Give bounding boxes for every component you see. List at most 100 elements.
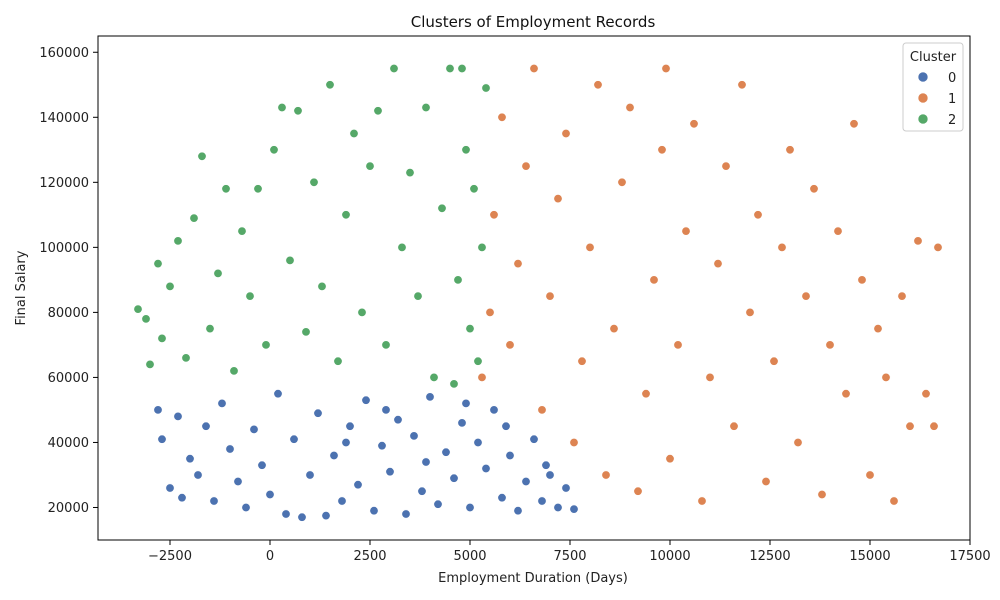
cluster-2-point bbox=[381, 340, 391, 350]
x-tick-label: 7500 bbox=[553, 549, 586, 564]
cluster-0-point bbox=[553, 502, 563, 512]
x-tick-label: 5000 bbox=[453, 549, 486, 564]
cluster-2-point bbox=[213, 268, 223, 278]
cluster-0-point bbox=[313, 408, 323, 418]
cluster-0-point bbox=[173, 411, 183, 421]
cluster-2-point bbox=[237, 226, 247, 236]
cluster-0-point bbox=[225, 444, 235, 454]
y-tick-label: 120000 bbox=[39, 176, 89, 191]
cluster-0-point bbox=[185, 454, 195, 464]
cluster-2-point bbox=[365, 161, 375, 171]
cluster-2-point bbox=[301, 327, 311, 337]
cluster-2-point bbox=[457, 64, 467, 74]
cluster-2-point bbox=[481, 83, 491, 93]
cluster-1-point bbox=[721, 161, 731, 171]
cluster-1-point bbox=[593, 80, 603, 90]
cluster-2-point bbox=[413, 291, 423, 301]
cluster-1-point bbox=[881, 372, 891, 382]
cluster-1-point bbox=[609, 324, 619, 334]
x-tick-label: 12500 bbox=[749, 549, 790, 564]
cluster-2-point bbox=[341, 210, 351, 220]
cluster-1-point bbox=[933, 242, 943, 252]
cluster-2-point bbox=[145, 359, 155, 369]
cluster-0-point bbox=[345, 421, 355, 431]
x-tick-label: 0 bbox=[266, 549, 274, 564]
cluster-0-point bbox=[457, 418, 467, 428]
cluster-1-point bbox=[753, 210, 763, 220]
cluster-0-point bbox=[465, 502, 475, 512]
cluster-0-point bbox=[521, 476, 531, 486]
cluster-1-point bbox=[705, 372, 715, 382]
cluster-1-point bbox=[825, 340, 835, 350]
cluster-0-point bbox=[489, 405, 499, 415]
cluster-1-point bbox=[561, 129, 571, 139]
cluster-1-point bbox=[737, 80, 747, 90]
cluster-1-point bbox=[849, 119, 859, 129]
cluster-0-point bbox=[321, 511, 331, 521]
cluster-2-point bbox=[453, 275, 463, 285]
cluster-1-point bbox=[529, 64, 539, 74]
cluster-0-point bbox=[501, 421, 511, 431]
y-axis: 20000 40000 60000 80000 100000 120000 140000 16… bbox=[39, 46, 98, 516]
cluster-2-point bbox=[181, 353, 191, 363]
cluster-1-point bbox=[485, 307, 495, 317]
cluster-1-point bbox=[649, 275, 659, 285]
cluster-0-point bbox=[209, 496, 219, 506]
cluster-0-point bbox=[381, 405, 391, 415]
cluster-1-point bbox=[497, 112, 507, 122]
cluster-2-point bbox=[309, 177, 319, 187]
cluster-0-point bbox=[289, 434, 299, 444]
cluster-0-point bbox=[217, 398, 227, 408]
cluster-0-point bbox=[481, 463, 491, 473]
cluster-2-point bbox=[245, 291, 255, 301]
cluster-1-point bbox=[665, 454, 675, 464]
cluster-1-point bbox=[769, 356, 779, 366]
y-tick-label: 100000 bbox=[39, 241, 89, 256]
cluster-2-point bbox=[189, 213, 199, 223]
cluster-0-point bbox=[449, 473, 459, 483]
cluster-0-point bbox=[513, 506, 523, 516]
cluster-2-point bbox=[197, 151, 207, 161]
y-tick-label: 160000 bbox=[39, 46, 89, 61]
cluster-0-point bbox=[153, 405, 163, 415]
cluster-1-point bbox=[545, 291, 555, 301]
cluster-1-point bbox=[489, 210, 499, 220]
cluster-0-point bbox=[353, 480, 363, 490]
cluster-0-point bbox=[409, 431, 419, 441]
cluster-0-point bbox=[545, 470, 555, 480]
cluster-1-point bbox=[713, 259, 723, 269]
cluster-1-point bbox=[569, 437, 579, 447]
cluster-0-point bbox=[257, 460, 267, 470]
cluster-0-point bbox=[201, 421, 211, 431]
cluster-1-point bbox=[681, 226, 691, 236]
cluster-0-point bbox=[421, 457, 431, 467]
cluster-2-point bbox=[465, 324, 475, 334]
cluster-1-point bbox=[801, 291, 811, 301]
cluster-1-point bbox=[761, 476, 771, 486]
cluster-0-point bbox=[529, 434, 539, 444]
cluster-1-point bbox=[745, 307, 755, 317]
cluster-0-point bbox=[385, 467, 395, 477]
cluster-0-point bbox=[561, 483, 571, 493]
cluster-1-point bbox=[921, 389, 931, 399]
cluster-1-point bbox=[809, 184, 819, 194]
cluster-0-point bbox=[433, 499, 443, 509]
legend-marker-cluster-2 bbox=[917, 113, 929, 125]
cluster-2-point bbox=[325, 80, 335, 90]
cluster-2-point bbox=[141, 314, 151, 324]
cluster-0-point bbox=[193, 470, 203, 480]
cluster-2-point bbox=[373, 106, 383, 116]
points-layer bbox=[133, 64, 943, 522]
legend: Cluster 0 1 2 bbox=[902, 42, 964, 132]
cluster-0-point bbox=[233, 476, 243, 486]
y-tick-label: 140000 bbox=[39, 111, 89, 126]
cluster-2-point bbox=[157, 333, 167, 343]
cluster-1-point bbox=[889, 496, 899, 506]
cluster-1-point bbox=[633, 486, 643, 496]
cluster-1-point bbox=[873, 324, 883, 334]
y-tick-label: 20000 bbox=[48, 501, 89, 516]
cluster-2-point bbox=[469, 184, 479, 194]
x-tick-label: 10000 bbox=[649, 549, 690, 564]
cluster-0-point bbox=[165, 483, 175, 493]
cluster-1-point bbox=[817, 489, 827, 499]
